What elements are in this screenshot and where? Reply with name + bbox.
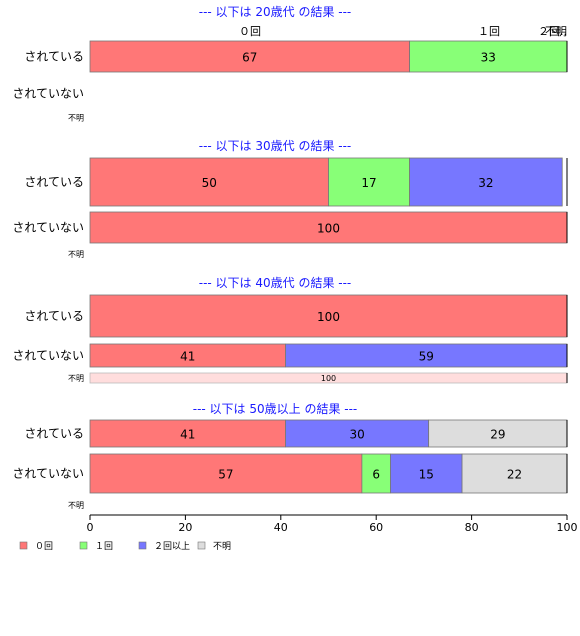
bar-segment: [89, 294, 568, 338]
bar-segment: [409, 40, 568, 73]
bar-segment: [89, 419, 286, 448]
bar-segment: [285, 419, 430, 448]
legend-swatch: [79, 541, 88, 550]
x-tick-label: 0: [87, 521, 94, 534]
bar-segment: [390, 453, 463, 494]
legend-swatch: [19, 541, 28, 550]
bar-segment: [89, 157, 329, 207]
legend-swatch: [197, 541, 206, 550]
row-label: 不明: [68, 501, 84, 510]
category-top-label: ２回..: [538, 25, 567, 38]
data-label: 30: [349, 428, 364, 442]
legend-label: 不明: [213, 541, 231, 552]
data-label: 15: [419, 468, 434, 482]
category-top-label: ０回: [239, 25, 261, 38]
x-tick-label: 20: [178, 521, 192, 534]
row-label: されていない: [12, 349, 84, 363]
bar-segment: [328, 157, 410, 207]
row-label: されている: [24, 309, 84, 323]
data-label: 41: [180, 428, 195, 442]
legend-swatch: [138, 541, 147, 550]
data-label: 6: [372, 468, 380, 482]
bar-segment: [409, 157, 563, 207]
data-label: 17: [361, 176, 376, 190]
legend-label: ０回: [35, 541, 53, 552]
row-label: 不明: [68, 114, 84, 123]
row-label: されていない: [12, 221, 84, 235]
row-label: されている: [24, 175, 84, 189]
x-tick-label: 80: [465, 521, 479, 534]
data-label: 100: [321, 374, 336, 383]
data-label: 32: [478, 176, 493, 190]
data-label: 41: [180, 350, 195, 364]
panel-title: --- 以下は 20歳代 の結果 ---: [199, 5, 352, 19]
panel-title: --- 以下は 50歳以上 の結果 ---: [193, 402, 358, 416]
data-label: 22: [507, 468, 522, 482]
row-label: されている: [24, 50, 84, 64]
row-label: 不明: [68, 250, 84, 259]
row-label: されている: [24, 427, 84, 441]
row-label: されていない: [12, 467, 84, 481]
data-label: 57: [218, 468, 233, 482]
data-label: 50: [202, 176, 217, 190]
row-label: 不明: [68, 374, 84, 383]
row-label: されていない: [12, 87, 84, 101]
category-top-label: 不明: [545, 25, 567, 38]
bar-segment: [361, 453, 391, 494]
bar-segment: [461, 453, 568, 494]
category-top-label: １回: [478, 25, 500, 38]
data-label: 33: [481, 51, 496, 65]
panel-title: --- 以下は 30歳代 の結果 ---: [199, 139, 352, 153]
legend-label: １回: [95, 541, 113, 552]
bar-segment: [428, 419, 568, 448]
legend-label: ２回以上: [154, 541, 190, 552]
data-label: 100: [317, 222, 340, 236]
data-label: 29: [490, 428, 505, 442]
panel-title: --- 以下は 40歳代 の結果 ---: [199, 276, 352, 290]
x-tick-label: 40: [274, 521, 288, 534]
data-label: 67: [242, 51, 257, 65]
x-tick-label: 60: [369, 521, 383, 534]
bar-segment: [89, 453, 363, 494]
data-label: 59: [419, 350, 434, 364]
x-tick-label: 100: [557, 521, 578, 534]
data-label: 100: [317, 310, 340, 324]
